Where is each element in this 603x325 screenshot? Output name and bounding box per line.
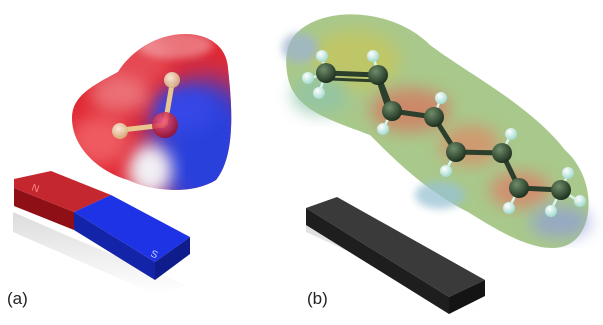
hydrogen-atom bbox=[164, 72, 180, 88]
north-pole-side bbox=[14, 188, 74, 230]
panel-b-label: (b) bbox=[307, 289, 328, 308]
neutral-bar-top bbox=[306, 197, 485, 297]
north-pole-label: N bbox=[30, 182, 41, 195]
neutral-bar-side bbox=[306, 208, 449, 314]
north-pole-top bbox=[14, 171, 111, 212]
polyene-atoms bbox=[302, 50, 586, 217]
south-pole-side bbox=[74, 212, 155, 280]
oxygen-atom bbox=[152, 112, 178, 138]
panel-a-label: (a) bbox=[7, 289, 28, 308]
bar-magnet: N S bbox=[13, 171, 190, 294]
polyene-model bbox=[282, 14, 590, 249]
neutral-bar bbox=[306, 197, 485, 314]
hydrogen-atom bbox=[112, 123, 128, 139]
south-pole-label: S bbox=[149, 249, 160, 262]
hydrogen-atoms bbox=[302, 50, 586, 217]
south-pole-top bbox=[74, 195, 190, 262]
carbon-atoms bbox=[316, 63, 571, 200]
water-atoms bbox=[112, 72, 180, 139]
